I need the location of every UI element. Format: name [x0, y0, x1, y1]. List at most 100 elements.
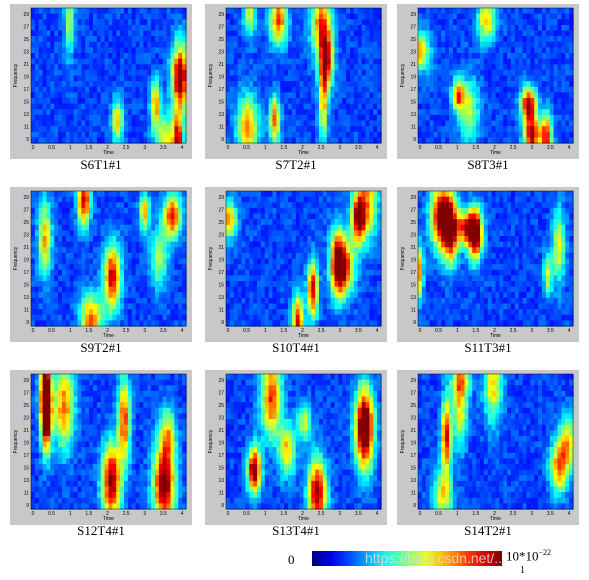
- heatmap-panel: 29 27 25 23 21 19 17 15 13 11 9 0 0.5 1 1.5 2 2.5 3 3.5 4 Ti…: [10, 187, 192, 342]
- panel-title: S6T1#1: [80, 157, 122, 172]
- panel-title: S9T2#1: [80, 340, 122, 355]
- x-tick-label: 0: [419, 145, 422, 151]
- y-tick-label: 25: [23, 37, 29, 43]
- y-tick-label: 11: [24, 308, 29, 314]
- x-tick-label: 3: [143, 511, 146, 517]
- y-tick-label: 13: [23, 478, 29, 484]
- y-tick-label: 29: [218, 378, 224, 384]
- heatmap-plot: 29 27 25 23 21 19 17 15 13 11 90 0.5 1 1.5 2 2.5 3 3.5 4 Ti…: [208, 190, 382, 339]
- heatmap-panel: 29 27 25 23 21 19 17 15 13 11 9 0 0.5 1 1.5 2 2.5 3 3.5 4 Ti…: [205, 370, 387, 525]
- panel-title: S12T4#1: [77, 523, 125, 538]
- x-tick-label: 2: [301, 511, 304, 517]
- x-tick-label: 4: [568, 145, 571, 151]
- x-tick-label: 2.5: [123, 511, 130, 517]
- x-tick-label: 1: [69, 328, 72, 334]
- y-axis-label: Frequency: [400, 429, 406, 453]
- x-tick-label: 3.5: [547, 511, 554, 517]
- x-tick-label: 3: [143, 328, 146, 334]
- x-tick-label: 1: [69, 511, 72, 517]
- x-tick-label: 0.5: [243, 511, 250, 517]
- y-tick-label: 29: [410, 12, 416, 18]
- y-tick-label: 19: [23, 75, 29, 81]
- y-tick-label: 17: [410, 270, 416, 276]
- x-tick-label: 2: [301, 328, 304, 334]
- y-tick-label: 21: [23, 62, 29, 68]
- x-tick-label: 0.5: [435, 511, 442, 517]
- x-tick-label: 2: [493, 328, 496, 334]
- x-tick-label: 3: [338, 511, 341, 517]
- heatmap-panel: 29 27 25 23 21 19 17 15 13 11 9 0 0.5 1 1.5 2 2.5 3 3.5 4 Ti…: [397, 187, 579, 342]
- x-axis-label: Time: [490, 333, 501, 339]
- x-tick-label: 0: [227, 328, 230, 334]
- x-tick-label: 4: [376, 328, 379, 334]
- y-tick-label: 21: [410, 245, 416, 251]
- y-tick-label: 15: [23, 466, 29, 472]
- heatmap-plot: 29 27 25 23 21 19 17 15 13 11 90 0.5 1 1.5 2 2.5 3 3.5 4 Ti…: [13, 190, 187, 339]
- colorbar: [312, 551, 502, 566]
- y-tick-label: 17: [23, 270, 29, 276]
- y-tick-label: 27: [410, 25, 416, 31]
- x-tick-label: 3: [530, 511, 533, 517]
- x-tick-label: 4: [376, 511, 379, 517]
- y-tick-label: 15: [218, 283, 224, 289]
- y-tick-label: 19: [23, 441, 29, 447]
- y-tick-label: 21: [23, 245, 29, 251]
- heatmap-plot: 29 27 25 23 21 19 17 15 13 11 90 0.5 1 1.5 2 2.5 3 3.5 4 Ti…: [208, 373, 382, 522]
- x-tick-label: 3.5: [160, 328, 167, 334]
- y-tick-label: 9: [221, 137, 224, 143]
- y-tick-label: 19: [218, 258, 224, 264]
- y-tick-label: 23: [23, 233, 29, 239]
- y-tick-label: 19: [410, 75, 416, 81]
- x-tick-label: 1: [264, 145, 267, 151]
- y-tick-label: 29: [410, 378, 416, 384]
- x-tick-label: 3: [530, 328, 533, 334]
- panel-title: S8T3#1: [467, 157, 509, 172]
- y-tick-label: 17: [218, 87, 224, 93]
- x-tick-label: 4: [376, 145, 379, 151]
- x-tick-label: 0.5: [435, 145, 442, 151]
- y-tick-label: 29: [23, 12, 29, 18]
- y-tick-label: 23: [218, 416, 224, 422]
- y-tick-label: 9: [413, 320, 416, 326]
- heatmap-panel: 29 27 25 23 21 19 17 15 13 11 9 0 0.5 1 1.5 2 2.5 3 3.5 4 Ti…: [397, 4, 579, 159]
- x-tick-label: 4: [181, 145, 184, 151]
- y-tick-label: 17: [410, 453, 416, 459]
- x-tick-label: 1.5: [85, 328, 92, 334]
- heatmap-plot: 29 27 25 23 21 19 17 15 13 11 90 0.5 1 1.5 2 2.5 3 3.5 4 Ti…: [13, 7, 187, 156]
- y-tick-label: 29: [23, 378, 29, 384]
- x-tick-label: 0: [227, 145, 230, 151]
- y-axis-label: Frequency: [13, 429, 19, 453]
- y-tick-label: 27: [218, 391, 224, 397]
- y-tick-label: 21: [23, 428, 29, 434]
- y-tick-label: 23: [410, 416, 416, 422]
- y-tick-label: 11: [219, 491, 224, 497]
- y-tick-label: 23: [23, 50, 29, 56]
- x-tick-label: 4: [181, 328, 184, 334]
- x-tick-label: 2.5: [510, 328, 517, 334]
- panel-title: S7T2#1: [275, 157, 317, 172]
- y-tick-label: 17: [23, 453, 29, 459]
- y-tick-label: 15: [410, 100, 416, 106]
- x-tick-label: 0: [419, 328, 422, 334]
- x-tick-label: 1.5: [280, 328, 287, 334]
- y-axis-label: Frequency: [13, 246, 19, 270]
- y-tick-label: 13: [23, 295, 29, 301]
- x-tick-label: 0.5: [435, 328, 442, 334]
- x-tick-label: 2.5: [510, 511, 517, 517]
- y-tick-label: 9: [413, 137, 416, 143]
- y-tick-label: 25: [410, 37, 416, 43]
- heatmap-plot: 29 27 25 23 21 19 17 15 13 11 90 0.5 1 1.5 2 2.5 3 3.5 4 Ti…: [13, 373, 187, 522]
- x-tick-label: 1.5: [85, 511, 92, 517]
- x-axis-label: Time: [298, 150, 309, 156]
- x-tick-label: 0: [227, 511, 230, 517]
- x-axis-label: Time: [103, 516, 114, 522]
- y-tick-label: 25: [410, 403, 416, 409]
- y-tick-label: 21: [218, 428, 224, 434]
- y-tick-label: 15: [218, 100, 224, 106]
- y-tick-label: 13: [218, 295, 224, 301]
- x-tick-label: 0.5: [48, 145, 55, 151]
- y-tick-label: 11: [24, 125, 29, 131]
- y-axis-label: Frequency: [208, 63, 214, 87]
- y-tick-label: 25: [23, 220, 29, 226]
- heatmap-panel: 29 27 25 23 21 19 17 15 13 11 9 0 0.5 1 1.5 2 2.5 3 3.5 4 Ti…: [205, 4, 387, 159]
